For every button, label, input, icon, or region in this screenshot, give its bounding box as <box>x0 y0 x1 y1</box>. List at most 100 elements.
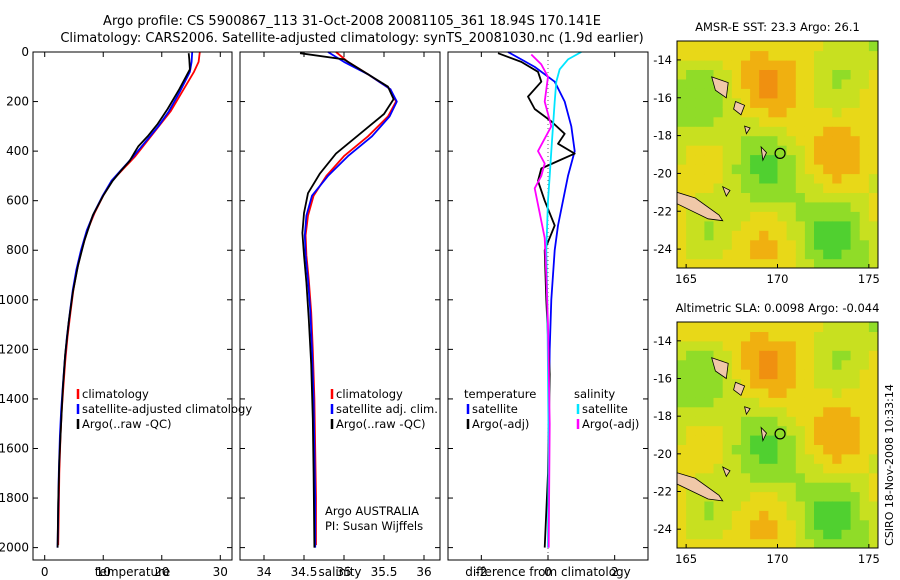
map-cell <box>795 378 806 389</box>
map-cell <box>677 369 687 380</box>
map-cell <box>677 154 687 165</box>
map-cell <box>823 340 833 351</box>
map-cell <box>677 538 687 548</box>
map-cell <box>750 88 760 99</box>
map-cell <box>777 88 788 99</box>
map-cell <box>832 88 842 99</box>
map-cell <box>713 500 724 511</box>
island-coastline <box>760 426 767 442</box>
map-cell <box>741 500 751 511</box>
map-cell <box>677 182 687 193</box>
map-cell <box>804 472 815 483</box>
map-cell <box>741 435 751 445</box>
map-cell <box>731 145 742 156</box>
map-cell <box>804 116 815 127</box>
map-cell <box>686 444 696 455</box>
map-cell <box>704 59 715 70</box>
map-cell <box>786 331 797 342</box>
map-cell <box>795 519 806 530</box>
map-cell <box>777 378 788 389</box>
map-cell <box>777 491 788 502</box>
map-cell <box>859 359 870 370</box>
map-cell <box>786 397 797 408</box>
map-cell <box>859 491 870 502</box>
map-cell <box>795 192 806 203</box>
map-cell <box>814 182 824 193</box>
map-cell <box>868 359 878 370</box>
map-cell <box>841 145 852 156</box>
map-cell <box>859 340 870 351</box>
map-cell <box>859 453 870 464</box>
map-cell <box>823 435 833 445</box>
map-cell <box>722 331 733 342</box>
map-cell <box>841 88 852 99</box>
map-cell <box>786 249 797 260</box>
map-cell <box>722 192 733 203</box>
map-cell <box>868 500 878 511</box>
map-cell <box>786 192 797 203</box>
map-cell <box>868 164 878 175</box>
map-cell <box>695 59 705 70</box>
map-cell <box>704 258 715 268</box>
map-cell <box>695 97 705 108</box>
map-cell <box>859 239 870 250</box>
map-cell <box>850 510 861 521</box>
map-cell <box>841 154 852 165</box>
map-cell <box>695 135 705 146</box>
map-cell <box>795 173 806 184</box>
map-cell <box>731 107 742 118</box>
map-cell <box>804 50 815 61</box>
map-cell <box>704 435 715 445</box>
map-cell <box>804 135 815 146</box>
map-cell <box>786 322 797 332</box>
map-y-tick-label: -18 <box>653 129 672 143</box>
map-cell <box>859 369 870 380</box>
map-cell <box>741 510 751 521</box>
map-cell <box>686 239 696 250</box>
map-cell <box>841 350 852 361</box>
map-cell <box>804 201 815 212</box>
map-cell <box>832 529 842 540</box>
map-cell <box>750 510 760 521</box>
map-cell <box>868 416 878 427</box>
map-cell <box>768 69 779 80</box>
map-cell <box>814 425 824 436</box>
map-cell <box>804 192 815 203</box>
map-cell <box>759 350 769 361</box>
map-cell <box>841 59 852 70</box>
map-cell <box>804 126 815 137</box>
map-cell <box>841 69 852 80</box>
map-cell <box>841 126 852 137</box>
map-cell <box>731 135 742 146</box>
map-cell <box>814 387 824 398</box>
map-cell <box>832 211 842 222</box>
map-cell <box>768 406 779 417</box>
map-cell <box>768 435 779 445</box>
map-cell <box>695 145 705 156</box>
map-cell <box>731 406 742 417</box>
map-cell <box>814 220 824 231</box>
map-cell <box>841 406 852 417</box>
map-cell <box>777 369 788 380</box>
map-cell <box>722 472 733 483</box>
map-cell <box>859 78 870 89</box>
map-cell <box>859 444 870 455</box>
map-cell <box>786 145 797 156</box>
map-cell <box>823 220 833 231</box>
map-cell <box>677 116 687 127</box>
map-cell <box>713 192 724 203</box>
map-cell <box>713 59 724 70</box>
map-cell <box>795 41 806 52</box>
map-cell <box>859 201 870 212</box>
map-cell <box>841 239 852 250</box>
map-cell <box>750 116 760 127</box>
map-y-tick-label: -20 <box>653 166 672 180</box>
map-cell <box>823 88 833 99</box>
map-cell <box>722 154 733 165</box>
map-cell <box>814 340 824 351</box>
map-cell <box>768 173 779 184</box>
map-cell <box>750 50 760 61</box>
map-cell <box>814 41 824 52</box>
map-cell <box>731 78 742 89</box>
map-cell <box>859 416 870 427</box>
